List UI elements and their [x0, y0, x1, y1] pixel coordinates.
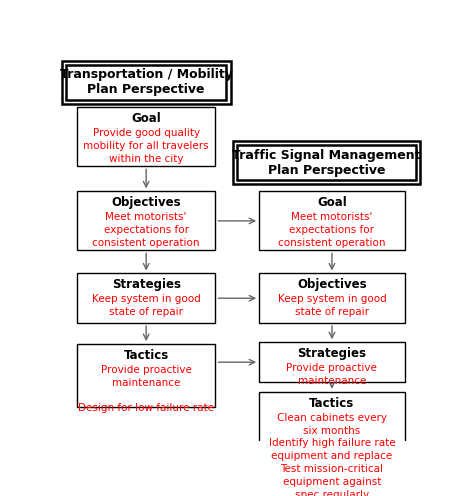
Text: Keep system in good
state of repair: Keep system in good state of repair — [92, 295, 201, 317]
Text: Tactics: Tactics — [124, 349, 169, 362]
Text: Clean cabinets every
six months
Identify high failure rate
equipment and replace: Clean cabinets every six months Identify… — [269, 413, 395, 496]
Text: Traffic Signal Management
Plan Perspective: Traffic Signal Management Plan Perspecti… — [232, 149, 421, 177]
Text: Strategies: Strategies — [298, 347, 367, 360]
Text: Meet motorists'
expectations for
consistent operation: Meet motorists' expectations for consist… — [93, 212, 200, 248]
Text: Transportation / Mobility
Plan Perspective: Transportation / Mobility Plan Perspecti… — [60, 68, 233, 96]
Text: Provide proactive
maintenance

Design for low failure rate: Provide proactive maintenance Design for… — [78, 365, 214, 414]
Bar — [77, 273, 215, 323]
Bar — [259, 392, 405, 474]
Text: Goal: Goal — [317, 196, 347, 209]
Text: Objectives: Objectives — [297, 278, 367, 291]
Bar — [77, 107, 215, 167]
Bar — [259, 273, 405, 323]
Bar — [259, 342, 405, 382]
Bar — [66, 65, 227, 100]
Bar — [77, 191, 215, 250]
Text: Provide proactive
maintenance: Provide proactive maintenance — [287, 363, 377, 386]
Text: Goal: Goal — [131, 112, 161, 125]
Text: Strategies: Strategies — [112, 278, 180, 291]
Text: Keep system in good
state of repair: Keep system in good state of repair — [278, 295, 386, 317]
Bar — [77, 344, 215, 407]
Bar — [237, 145, 415, 180]
Bar — [259, 191, 405, 250]
Bar — [62, 61, 231, 104]
Text: Objectives: Objectives — [111, 196, 181, 209]
Text: Provide good quality
mobility for all travelers
within the city: Provide good quality mobility for all tr… — [83, 128, 209, 164]
Text: Tactics: Tactics — [309, 397, 354, 410]
Text: Meet motorists'
expectations for
consistent operation: Meet motorists' expectations for consist… — [278, 212, 386, 248]
Bar — [233, 141, 420, 185]
